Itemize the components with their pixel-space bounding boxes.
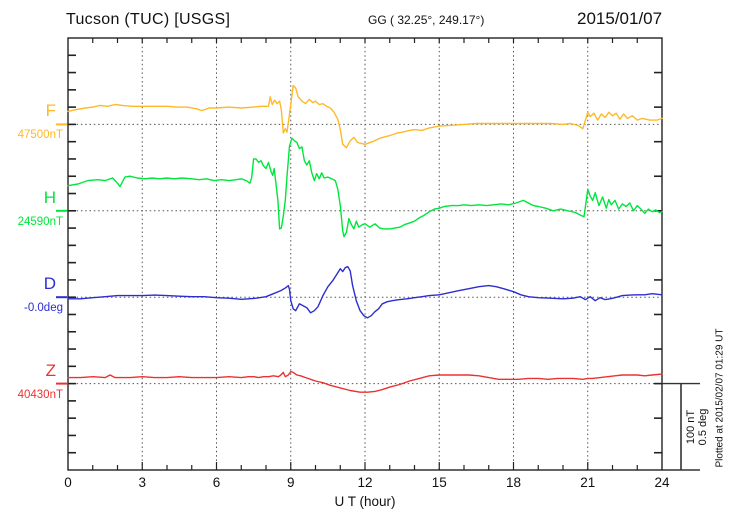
channel-baseline-z: 40430nT <box>17 389 63 401</box>
channel-label-d: D <box>43 274 56 293</box>
geo-coordinates: GG ( 32.25°, 249.17°) <box>368 13 485 27</box>
x-tick-label: 3 <box>138 475 146 490</box>
x-tick-label: 21 <box>580 475 596 490</box>
x-tick-label: 0 <box>64 475 72 490</box>
channel-label-h: H <box>43 188 56 207</box>
station-title: Tucson (TUC) [USGS] <box>66 11 231 28</box>
trace-z <box>67 370 663 393</box>
channel-baseline-d: -0.0deg <box>23 302 63 314</box>
x-tick-label: 24 <box>654 475 670 490</box>
x-tick-label: 18 <box>505 475 522 490</box>
channel-baseline-h: 24590nT <box>17 216 63 228</box>
plotted-at-note: Plotted at 2015/02/07 01:29 UT <box>714 328 726 468</box>
channel-label-z: Z <box>45 361 56 380</box>
x-tick-label: 12 <box>357 475 373 490</box>
channel-label-f: F <box>45 101 56 120</box>
x-tick-label: 9 <box>286 475 295 490</box>
trace-h <box>67 137 663 238</box>
trace-d <box>67 265 663 319</box>
x-axis-title: U T (hour) <box>334 494 396 509</box>
scale-bar-deg-label: 0.5 deg <box>697 408 709 446</box>
plot-date: 2015/01/07 <box>577 9 663 28</box>
trace-f <box>67 84 663 149</box>
x-tick-label: 15 <box>431 475 447 490</box>
channel-baseline-f: 47500nT <box>17 129 63 141</box>
scale-bar-nt-label: 100 nT <box>685 409 697 445</box>
x-tick-label: 6 <box>212 475 221 490</box>
